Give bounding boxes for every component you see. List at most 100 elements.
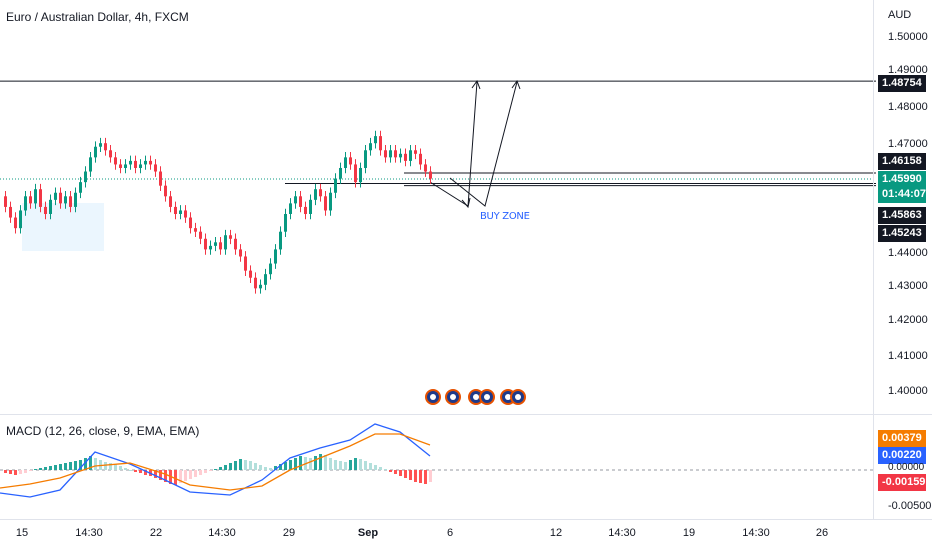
macd-histogram-bar [84, 458, 87, 470]
candle-body [349, 157, 352, 165]
price-tick: 1.47000 [888, 138, 928, 150]
macd-histogram-bar [334, 460, 337, 470]
macd-histogram-bar [419, 470, 422, 483]
level-price-badge: 1.46158 [878, 153, 926, 170]
economic-event-icon[interactable] [510, 389, 526, 405]
candle-body [364, 150, 367, 168]
macd-histogram-bar [339, 461, 342, 470]
candle-body [24, 196, 27, 211]
economic-event-icon[interactable] [445, 389, 461, 405]
candle-body [334, 178, 337, 193]
macd-histogram-bar [289, 460, 292, 470]
macd-histogram-bar [294, 458, 297, 470]
candle-body [79, 182, 82, 193]
candle-body [59, 192, 62, 204]
projection-arrow [429, 81, 478, 207]
candle-body [29, 196, 32, 204]
macd-histogram-bar [239, 459, 242, 470]
candle-body [399, 153, 402, 158]
macd-signal-badge: 0.00379 [878, 430, 926, 447]
candle-body [234, 238, 237, 250]
macd-histogram-bar [344, 462, 347, 470]
macd-title[interactable]: MACD (12, 26, close, 9, EMA, EMA) [6, 424, 200, 438]
candle-body [329, 192, 332, 211]
candle-body [244, 256, 247, 271]
candle-body [279, 231, 282, 250]
candle-body [404, 153, 407, 161]
macd-histogram-bar [384, 469, 387, 470]
macd-histogram-bar [264, 467, 267, 470]
economic-event-icon[interactable] [425, 389, 441, 405]
macd-histogram-bar [234, 461, 237, 470]
candle-body [179, 210, 182, 214]
projection-arrow [449, 81, 518, 207]
candle-body [309, 199, 312, 214]
macd-histogram-bar [184, 470, 187, 481]
candle-body [259, 284, 262, 289]
candle-body [359, 167, 362, 183]
macd-histogram-bar [24, 470, 27, 473]
macd-histogram-bar [329, 458, 332, 470]
candle-body [424, 164, 427, 172]
time-tick: 14:30 [208, 527, 236, 539]
macd-histogram-bar [354, 458, 357, 470]
macd-histogram-bar [94, 458, 97, 470]
pane-divider[interactable] [0, 414, 932, 415]
macd-histogram-bar [359, 459, 362, 470]
buy-zone-label[interactable]: BUY ZONE [480, 211, 530, 222]
candle-body [149, 160, 152, 165]
macd-histogram-bar [404, 470, 407, 478]
arrow-head [461, 197, 471, 209]
macd-histogram-bar [209, 470, 212, 471]
candle-body [124, 164, 127, 168]
macd-histogram-bar [39, 468, 42, 470]
macd-histogram-bar [19, 470, 22, 474]
macd-histogram-bar [429, 470, 432, 482]
candle-body [184, 210, 187, 218]
macd-histogram-bar [284, 462, 287, 470]
macd-histogram-bar [279, 464, 282, 470]
macd-histogram-bar [119, 466, 122, 470]
macd-histogram-bar [369, 463, 372, 470]
candle-body [19, 210, 22, 229]
macd-histogram-bar [124, 468, 127, 470]
macd-histogram-bar [154, 470, 157, 478]
macd-histogram-badge: -0.00159 [878, 474, 926, 491]
signal-line [0, 433, 431, 491]
macd-histogram-bar [29, 470, 32, 471]
symbol-title[interactable]: Euro / Australian Dollar, 4h, FXCM [6, 10, 189, 24]
bar-countdown-badge: 01:44:07 [878, 186, 926, 203]
macd-histogram-bar [274, 466, 277, 470]
macd-histogram-bar [314, 456, 317, 470]
time-axis-divider [0, 519, 932, 520]
candle-body [114, 157, 117, 165]
price-tick: 1.50000 [888, 31, 928, 43]
time-tick: 14:30 [742, 527, 770, 539]
macd-histogram-bar [4, 470, 7, 473]
macd-histogram-bar [144, 470, 147, 475]
currency-label: AUD [888, 9, 912, 21]
candle-body [64, 196, 67, 204]
macd-histogram-bar [409, 470, 412, 480]
candle-body [264, 274, 267, 285]
macd-histogram-bar [349, 460, 352, 470]
candle-body [344, 157, 347, 168]
candle-body [389, 150, 392, 158]
macd-histogram-bar [34, 469, 37, 470]
candle-body [54, 192, 57, 200]
macd-histogram-bar [159, 470, 162, 480]
price-tick: 1.44000 [888, 247, 928, 259]
candle-body [239, 249, 242, 257]
candle-body [384, 150, 387, 158]
macd-histogram-bar [309, 458, 312, 470]
macd-histogram-bar [249, 461, 252, 470]
time-tick: 26 [815, 527, 829, 539]
candle-body [199, 231, 202, 239]
time-tick: 14:30 [75, 527, 103, 539]
candle-body [194, 228, 197, 232]
economic-event-icon[interactable] [479, 389, 495, 405]
buy-zone-price-badge: 1.45863 [878, 207, 926, 224]
price-tick: 1.48000 [888, 101, 928, 113]
